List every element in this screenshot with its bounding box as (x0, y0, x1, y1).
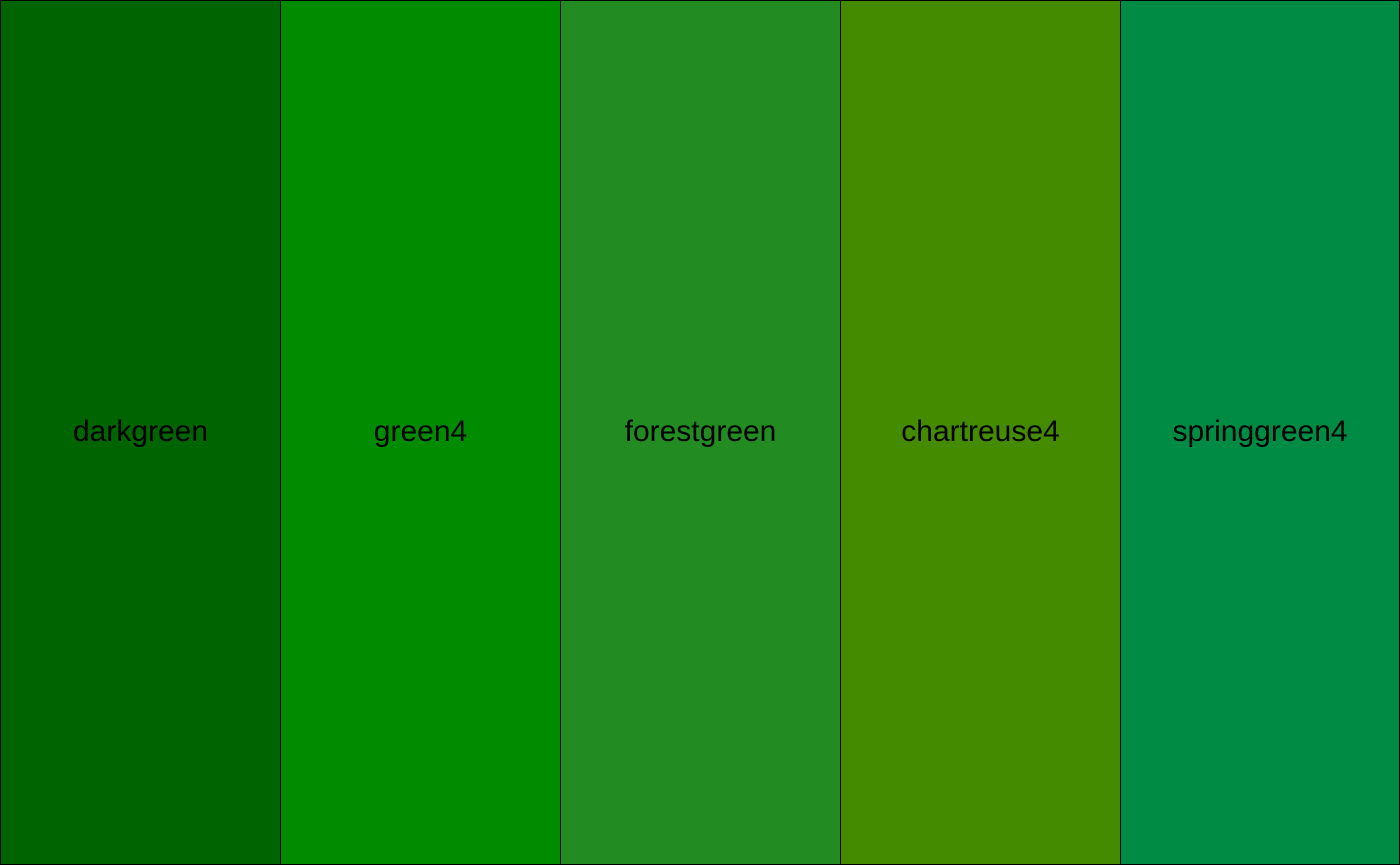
swatch-label: springgreen4 (1172, 414, 1348, 448)
swatch-label: darkgreen (72, 414, 209, 448)
swatch-label: chartreuse4 (901, 414, 1060, 448)
swatch-label: forestgreen (624, 414, 777, 448)
swatch-forestgreen: forestgreen (560, 1, 840, 864)
swatch-chartreuse4: chartreuse4 (840, 1, 1120, 864)
swatch-green4: green4 (280, 1, 560, 864)
swatch-darkgreen: darkgreen (0, 1, 280, 864)
swatch-label: green4 (373, 414, 468, 448)
swatch-springgreen4: springgreen4 (1120, 1, 1400, 864)
